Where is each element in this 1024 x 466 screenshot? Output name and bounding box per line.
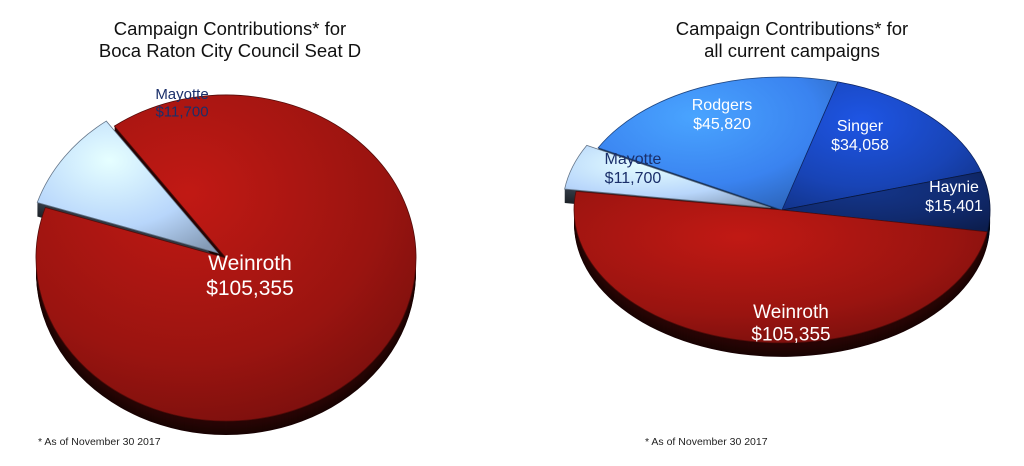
pie-top-layer [35, 94, 417, 422]
slice-value-mayotte: $11,700 [605, 170, 662, 187]
pie-label-layer: Mayotte$11,700 Weinroth$105,355 [155, 86, 293, 300]
slice-value-weinroth: $105,355 [206, 277, 294, 300]
pie-label-layer: Rodgers $45,820 Singer $34,058 Mayotte $11,70… [605, 97, 983, 345]
slice-label-singer: Singer [837, 118, 884, 135]
chart-title-line-2: Boca Raton City Council Seat D [98, 40, 362, 61]
pie-slice-mayotte [36, 120, 220, 254]
pie-top-layer [564, 76, 991, 344]
pie-chart-all-campaigns: Rodgers $45,820 Singer $34,058 Mayotte $11,70… [564, 76, 991, 357]
slice-value-haynie: $15,401 [925, 198, 983, 215]
pie-slice-rodgers [597, 76, 839, 211]
slice-label-mayotte: Mayotte [155, 86, 208, 103]
chart-title: Campaign Contributions* for Boca Raton C… [40, 18, 420, 62]
slice-label-haynie: Haynie [929, 179, 979, 196]
footnote: * As of November 30 2017 [38, 436, 161, 448]
pie-slice-singer [781, 81, 982, 211]
chart-title-line-1: Campaign Contributions* for [113, 18, 347, 39]
footnote: * As of November 30 2017 [645, 436, 768, 448]
chart-title: Campaign Contributions* for all current … [602, 18, 982, 62]
slice-value-weinroth: $105,355 [751, 324, 830, 345]
slice-label-weinroth: Weinroth [208, 252, 292, 275]
slice-label-mayotte: Mayotte [605, 151, 662, 168]
pie-slice-mayotte [564, 144, 771, 209]
slice-value-mayotte: $11,700 [155, 104, 208, 121]
slice-value-singer: $34,058 [831, 137, 889, 154]
slice-label-weinroth: Weinroth [753, 302, 829, 323]
slice-label-rodgers: Rodgers [692, 97, 752, 114]
pie-slice-weinroth [573, 190, 988, 344]
right-pie-panel: Campaign Contributions* for all current … [512, 0, 1024, 466]
left-pie-panel: Campaign Contributions* for Boca Raton C… [35, 18, 420, 448]
chart-title-line-1: Campaign Contributions* for [675, 18, 909, 39]
chart-title-line-2: all current campaigns [704, 40, 880, 61]
pie-chart-seat-d: Mayotte$11,700 Weinroth$105,355 [35, 86, 417, 436]
pie-slice-weinroth [35, 94, 417, 422]
slice-value-rodgers: $45,820 [693, 116, 751, 133]
